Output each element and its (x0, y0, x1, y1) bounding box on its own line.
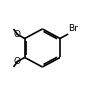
Text: O: O (13, 57, 20, 66)
Text: Br: Br (68, 24, 78, 33)
Text: O: O (13, 30, 20, 39)
